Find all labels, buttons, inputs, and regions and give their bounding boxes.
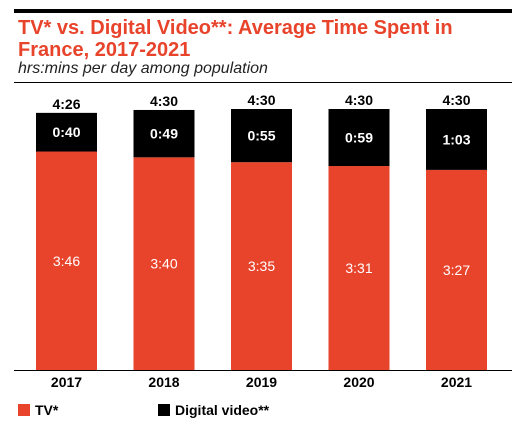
legend-swatch-tv xyxy=(18,404,30,416)
total-label-2018: 4:30 xyxy=(150,93,178,109)
bar-tv-2021 xyxy=(426,169,487,370)
chart-subtitle: hrs:mins per day among population xyxy=(18,60,268,77)
total-label-2020: 4:30 xyxy=(345,92,373,108)
total-label-2021: 4:30 xyxy=(442,92,470,108)
data-label-tv-2020: 3:31 xyxy=(345,260,372,276)
x-tick-label-2018: 2018 xyxy=(148,374,179,390)
chart-title: TV* vs. Digital Video**: Average Time Sp… xyxy=(18,17,453,61)
bar-tv-2019 xyxy=(231,162,292,370)
data-label-digital-video-2019: 0:55 xyxy=(247,128,275,144)
x-tick-label-2017: 2017 xyxy=(51,374,82,390)
subtitle-rule xyxy=(14,82,512,83)
legend-item-digital-video: Digital video** xyxy=(158,402,269,418)
x-tick-label-2019: 2019 xyxy=(246,374,277,390)
data-label-digital-video-2018: 0:49 xyxy=(150,126,178,142)
bar-digital-video-2017 xyxy=(36,112,97,152)
bar-digital-video-2019 xyxy=(231,109,292,163)
data-label-tv-2018: 3:40 xyxy=(150,256,177,272)
data-label-tv-2017: 3:46 xyxy=(53,253,80,269)
data-label-digital-video-2020: 0:59 xyxy=(345,130,373,146)
total-label-2017: 4:26 xyxy=(52,96,80,112)
bar-tv-2017 xyxy=(36,151,97,370)
bar-tv-2018 xyxy=(133,157,195,370)
bar-digital-video-2020 xyxy=(328,109,390,167)
bar-digital-video-2018 xyxy=(133,109,195,158)
top-rule xyxy=(14,9,512,13)
x-tick-label-2020: 2020 xyxy=(343,374,374,390)
bar-digital-video-2021 xyxy=(426,109,487,170)
legend-label-tv: TV* xyxy=(35,402,59,418)
bar-tv-2020 xyxy=(328,166,390,370)
legend-item-tv: TV* xyxy=(18,402,58,418)
data-label-tv-2019: 3:35 xyxy=(248,258,275,274)
total-label-2019: 4:30 xyxy=(247,92,275,108)
data-label-digital-video-2021: 1:03 xyxy=(442,131,470,147)
legend-label-digital-video: Digital video** xyxy=(175,402,270,418)
data-label-tv-2021: 3:27 xyxy=(443,262,470,278)
data-label-digital-video-2017: 0:40 xyxy=(52,124,80,140)
x-tick-label-2021: 2021 xyxy=(441,374,472,390)
legend-swatch-digital-video xyxy=(158,404,170,416)
